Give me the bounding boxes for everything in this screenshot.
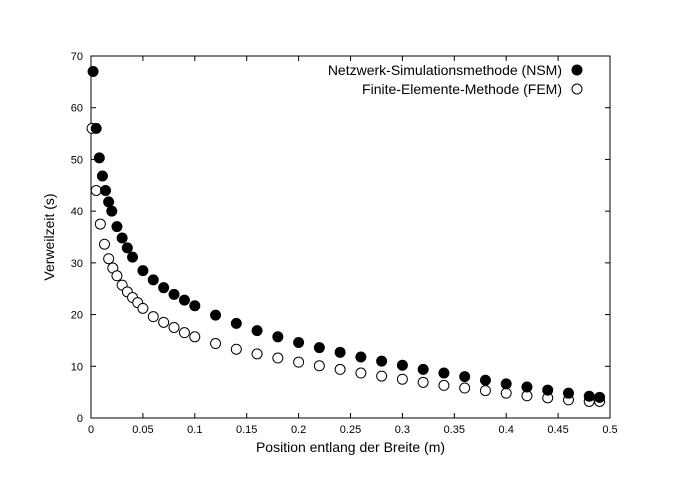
point-nsm (583, 390, 595, 402)
point-fem (147, 311, 159, 323)
y-tick-label: 20 (71, 310, 83, 322)
point-fem (438, 379, 450, 391)
y-tick-label: 60 (71, 103, 83, 115)
point-fem (355, 367, 367, 379)
point-nsm (459, 371, 471, 383)
point-fem (158, 316, 170, 328)
point-nsm (355, 351, 367, 363)
point-nsm (251, 325, 263, 337)
axis-ticks (90, 55, 611, 419)
point-nsm (111, 221, 123, 233)
point-nsm (96, 170, 108, 182)
x-tick-label: 0 (88, 424, 94, 436)
y-tick-label: 0 (77, 413, 83, 425)
legend-marker-nsm (571, 64, 583, 76)
legend: Netzwerk-Simulationsmethode (NSM) Finite… (328, 62, 583, 97)
point-fem (98, 238, 110, 250)
plot-area-frame (90, 55, 611, 419)
x-tick-labels: 0 0.05 0.1 0.15 0.2 0.25 0.3 0.35 0.4 0.45 0.5 (88, 424, 618, 436)
x-tick-label: 0.5 (602, 424, 617, 436)
point-nsm (562, 387, 574, 399)
point-nsm (334, 346, 346, 358)
point-nsm (500, 378, 512, 390)
x-tick-label: 0.4 (499, 424, 514, 436)
point-nsm (542, 384, 554, 396)
x-tick-label: 0.35 (444, 424, 465, 436)
point-fem (417, 376, 429, 388)
point-nsm (137, 265, 149, 277)
legend-marker-fem (571, 83, 583, 95)
point-nsm (87, 66, 99, 78)
point-nsm (230, 317, 242, 329)
point-nsm (158, 282, 170, 294)
point-nsm (396, 359, 408, 371)
point-fem (251, 348, 263, 360)
x-tick-label: 0.45 (547, 424, 568, 436)
point-nsm (168, 288, 180, 300)
x-axis-label: Position entlang der Breite (m) (256, 439, 445, 455)
x-tick-label: 0.3 (395, 424, 410, 436)
point-fem (210, 338, 222, 350)
point-nsm (178, 294, 190, 306)
point-nsm (147, 274, 159, 286)
point-nsm (103, 196, 115, 208)
point-fem (103, 253, 115, 265)
point-nsm (90, 122, 102, 134)
point-fem (396, 373, 408, 385)
point-nsm (313, 342, 325, 354)
point-nsm (121, 242, 133, 254)
point-fem (230, 343, 242, 355)
y-tick-label: 70 (71, 51, 83, 63)
point-nsm (106, 205, 118, 217)
y-tick-label: 50 (71, 154, 83, 166)
point-nsm (438, 367, 450, 379)
point-fem (137, 302, 149, 314)
legend-label-fem: Finite-Elemente-Methode (FEM) (362, 81, 562, 97)
point-fem (479, 385, 491, 397)
y-tick-label: 30 (71, 258, 83, 270)
point-nsm (479, 374, 491, 386)
y-axis-label: Verweilzeit (s) (41, 193, 57, 280)
point-nsm (521, 381, 533, 393)
point-nsm (116, 232, 128, 244)
x-tick-label: 0.1 (187, 424, 202, 436)
point-nsm (127, 251, 139, 263)
point-nsm (594, 391, 606, 403)
point-fem (459, 382, 471, 394)
legend-label-nsm: Netzwerk-Simulationsmethode (NSM) (328, 62, 562, 78)
y-tick-label: 40 (71, 206, 83, 218)
point-fem (168, 322, 180, 333)
point-fem (500, 387, 512, 399)
point-fem (111, 270, 123, 282)
x-tick-label: 0.25 (340, 424, 361, 436)
point-fem (272, 352, 284, 364)
point-nsm (189, 300, 201, 312)
point-nsm (293, 336, 305, 348)
point-nsm (272, 331, 284, 343)
x-tick-label: 0.05 (132, 424, 153, 436)
point-fem (178, 327, 190, 339)
data-points (86, 66, 606, 407)
y-tick-label: 10 (71, 361, 83, 373)
point-nsm (210, 309, 222, 321)
x-tick-label: 0.15 (236, 424, 257, 436)
x-tick-label: 0.2 (291, 424, 306, 436)
point-nsm (417, 363, 429, 375)
point-fem (94, 218, 106, 230)
point-fem (334, 363, 346, 375)
y-tick-labels: 0 10 20 30 40 50 60 70 (71, 51, 83, 425)
point-fem (313, 360, 325, 372)
point-nsm (376, 355, 388, 367)
point-fem (189, 331, 201, 343)
point-nsm (100, 184, 112, 196)
point-fem (293, 356, 305, 368)
point-fem (90, 184, 102, 196)
point-nsm (93, 152, 105, 164)
point-fem (376, 370, 388, 382)
